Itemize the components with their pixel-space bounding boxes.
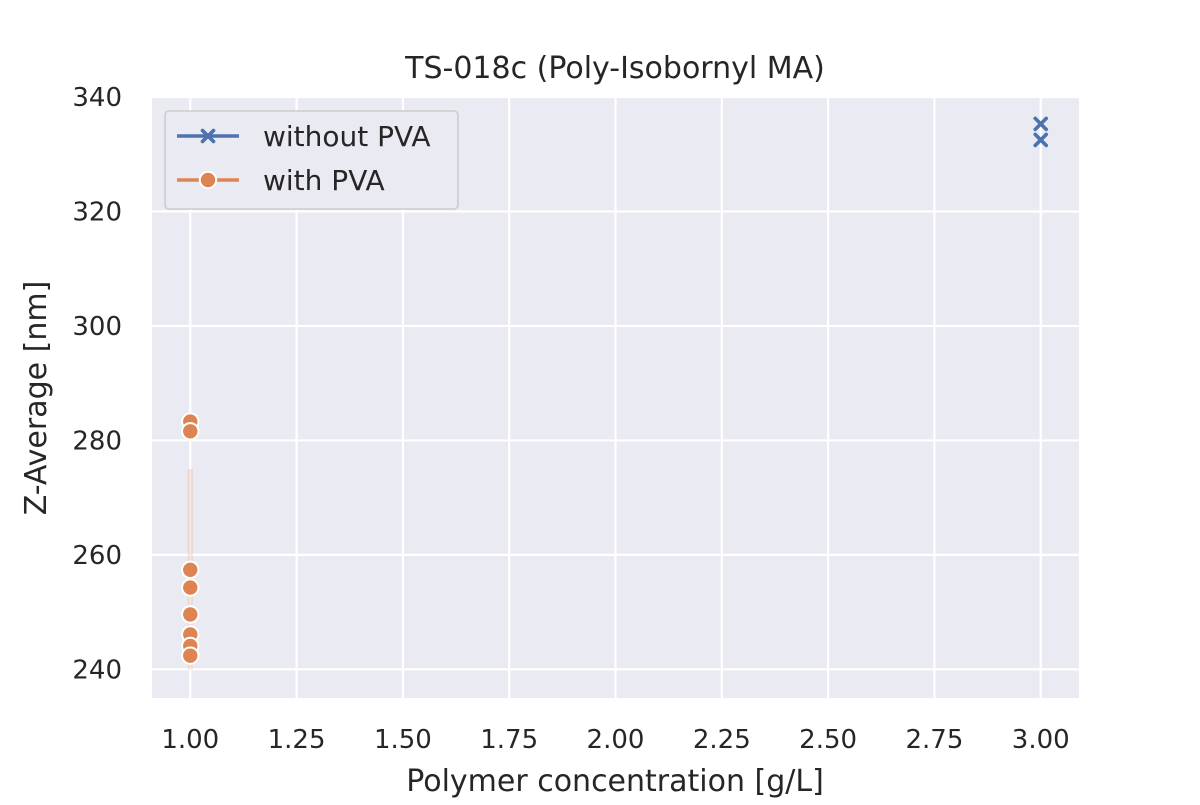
legend-item: without PVA bbox=[177, 120, 431, 153]
data-points bbox=[181, 116, 1049, 665]
legend: without PVA with PVA bbox=[164, 110, 459, 210]
data-point-without-pva bbox=[1033, 132, 1049, 148]
x-tick-label: 2.25 bbox=[693, 725, 751, 755]
x-tick-label: 1.00 bbox=[161, 725, 219, 755]
data-point-with-pva bbox=[181, 422, 200, 441]
y-tick-label: 240 bbox=[72, 655, 122, 685]
y-tick-label: 300 bbox=[72, 312, 122, 342]
x-marker-stroke bbox=[1033, 132, 1049, 148]
data-point-with-pva bbox=[181, 560, 200, 579]
data-point-without-pva bbox=[1033, 116, 1049, 132]
legend-item: with PVA bbox=[177, 164, 385, 197]
y-tick-label: 260 bbox=[72, 541, 122, 571]
x-tick-label: 1.75 bbox=[480, 725, 538, 755]
y-tick-label: 340 bbox=[72, 83, 122, 113]
data-point-with-pva bbox=[181, 578, 200, 597]
x-tick-label: 2.00 bbox=[587, 725, 645, 755]
x-marker-stroke bbox=[200, 128, 216, 144]
legend-x-marker bbox=[200, 128, 216, 144]
x-tick-label: 2.50 bbox=[799, 725, 857, 755]
x-tick-label: 1.50 bbox=[374, 725, 432, 755]
x-tick-label: 1.25 bbox=[268, 725, 326, 755]
data-point-with-pva bbox=[181, 646, 200, 665]
y-axis-title: Z-Average [nm] bbox=[19, 281, 54, 516]
x-tick-label: 3.00 bbox=[1012, 725, 1070, 755]
y-tick-label: 280 bbox=[72, 426, 122, 456]
data-point-with-pva bbox=[181, 605, 200, 624]
legend-dot-marker bbox=[198, 170, 218, 190]
x-tick-label: 2.75 bbox=[905, 725, 963, 755]
y-tick-label: 320 bbox=[72, 197, 122, 227]
legend-label: with PVA bbox=[263, 164, 385, 197]
x-axis-title: Polymer concentration [g/L] bbox=[406, 764, 824, 799]
legend-label: without PVA bbox=[263, 120, 431, 153]
x-marker-stroke bbox=[1033, 116, 1049, 132]
chart-title: TS-018c (Poly-Isobornyl MA) bbox=[404, 51, 825, 86]
tick-labels: 1.00 1.25 1.50 1.75 2.00 2.25 2.50 2.75 3.00 240 2… bbox=[72, 83, 1069, 755]
